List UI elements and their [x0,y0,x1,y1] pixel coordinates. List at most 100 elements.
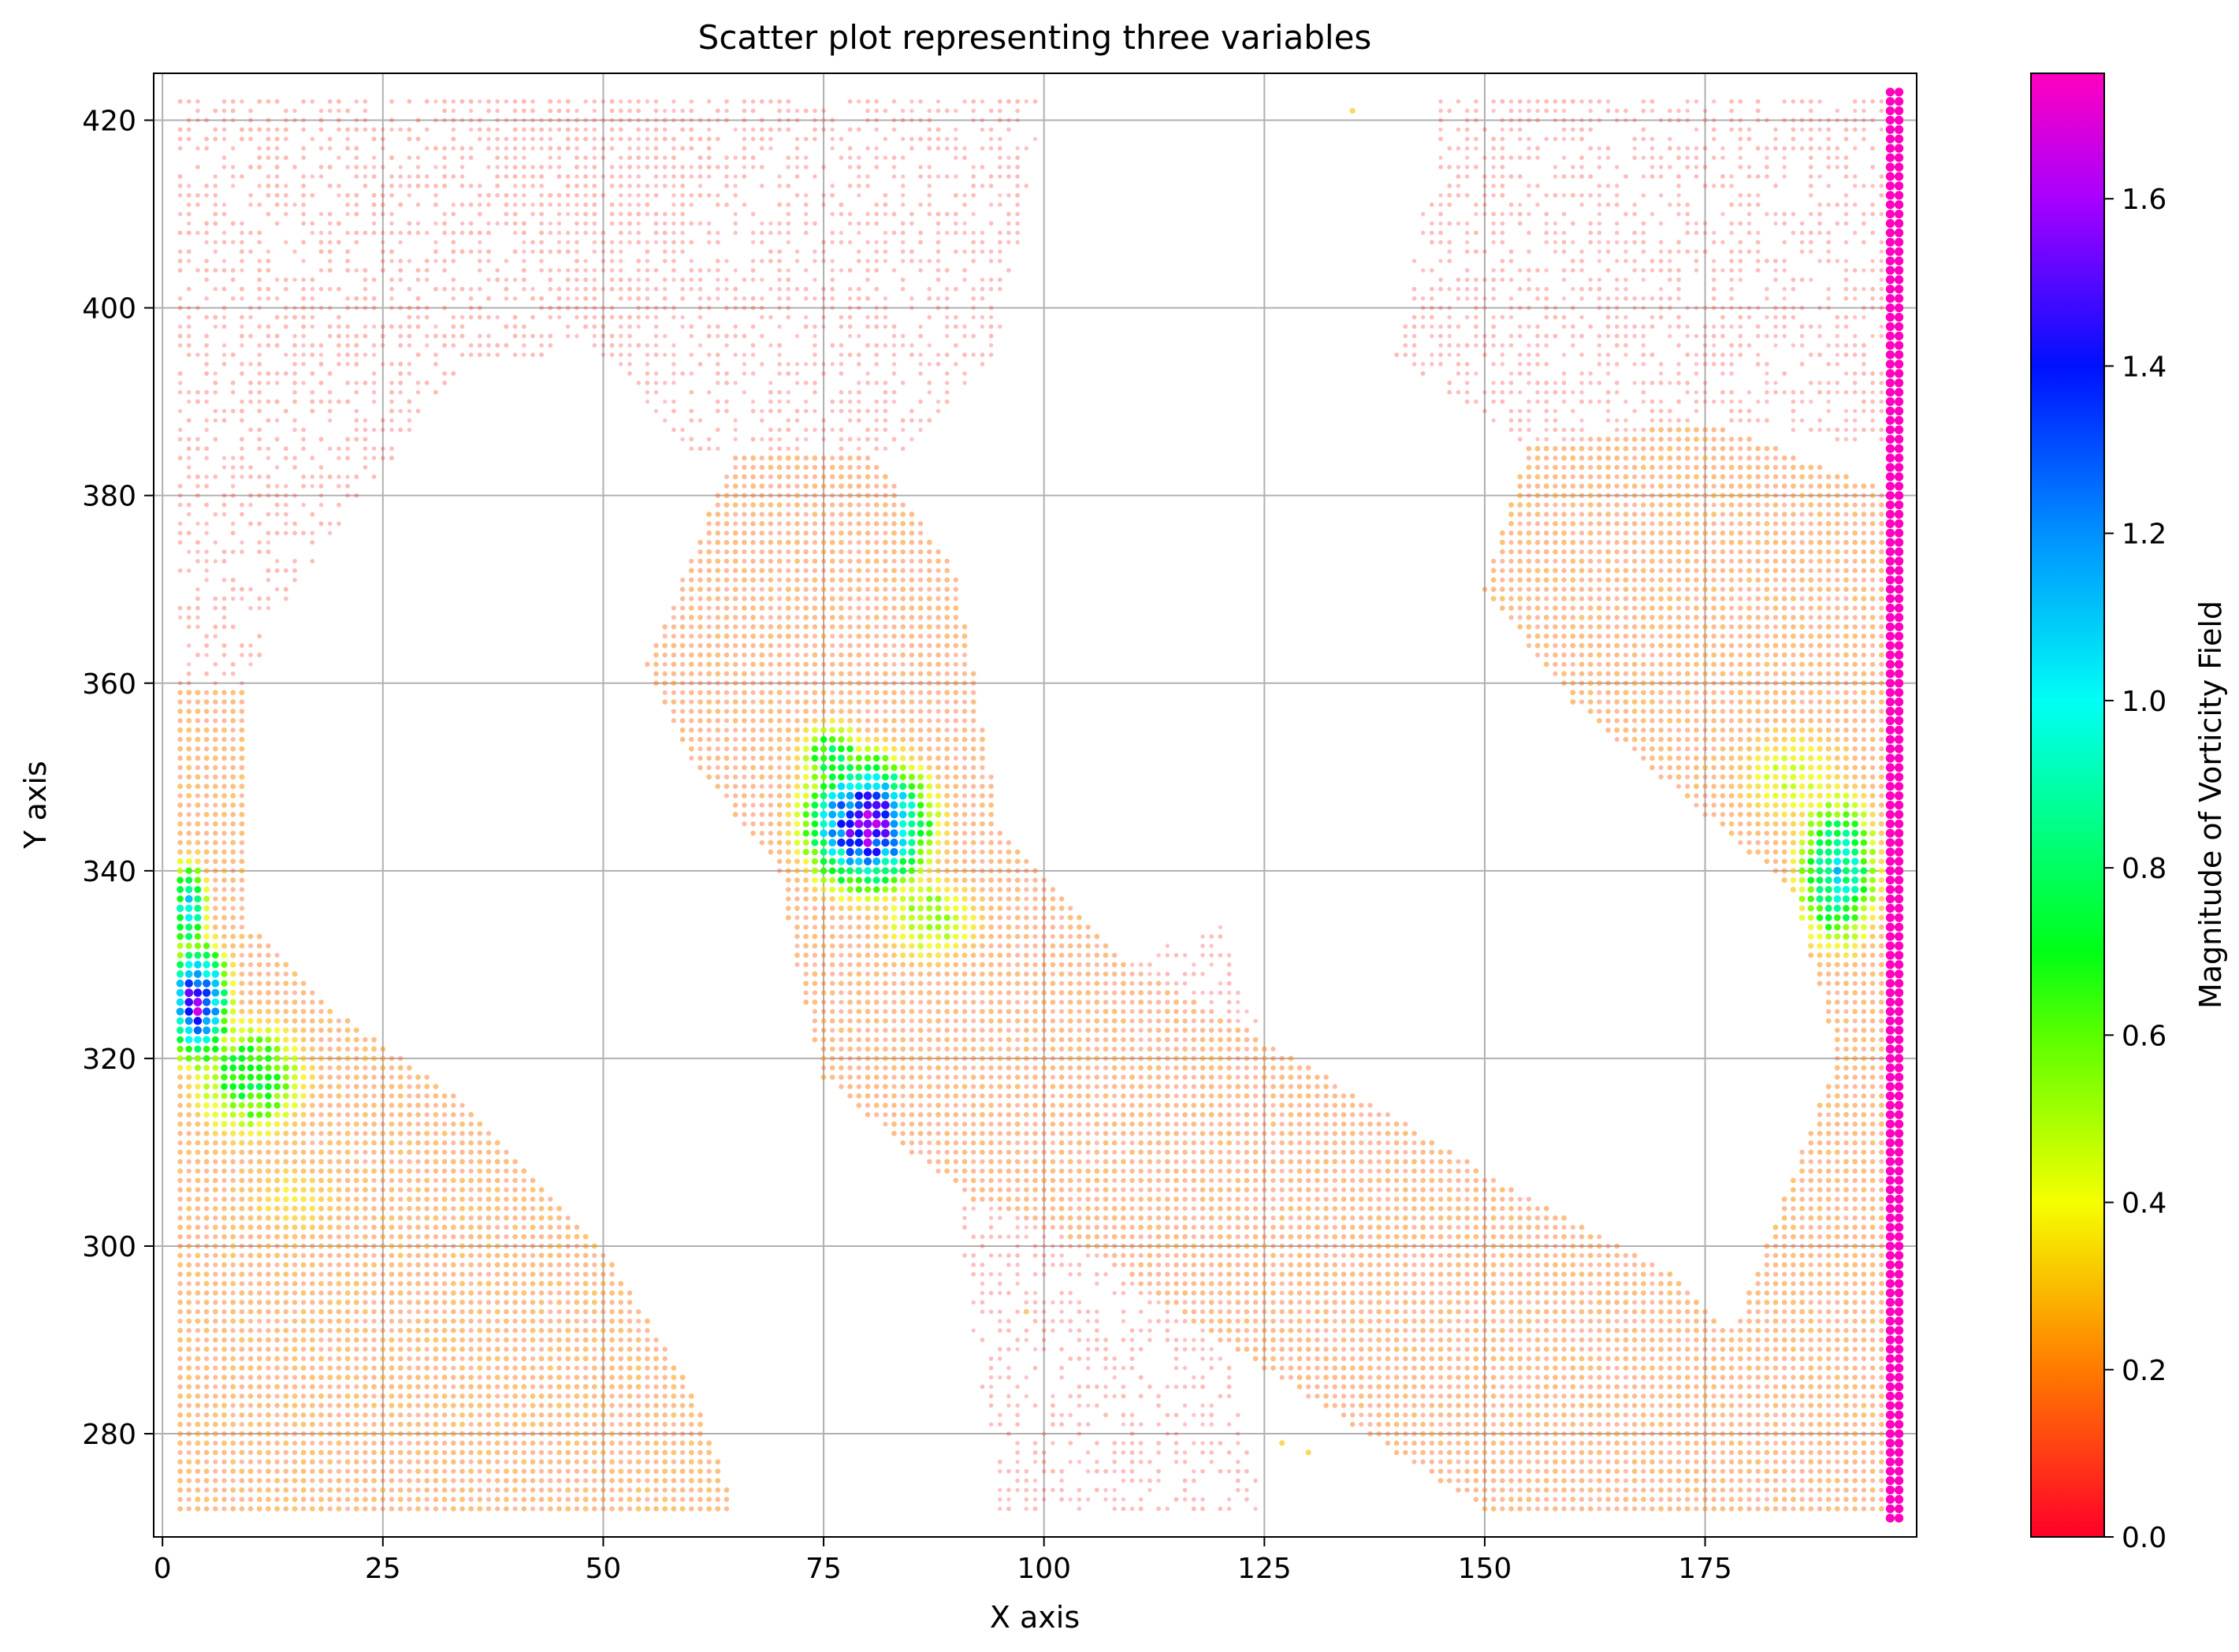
data-point [583,173,589,179]
data-point [1482,1206,1487,1211]
data-point [1553,1328,1558,1334]
data-point [1588,324,1594,329]
data-point [266,399,271,404]
data-point [1685,324,1690,329]
data-point [945,305,950,311]
data-point [1323,1243,1329,1249]
data-point [345,1384,351,1390]
data-point [918,240,923,245]
data-point [786,371,791,376]
data-point [1244,1252,1249,1258]
data-point [1182,1422,1188,1427]
data-point [575,230,579,236]
data-point [1746,230,1752,236]
data-point [1561,464,1567,471]
data-point [768,221,773,226]
data-point [865,408,870,414]
data-point [1782,117,1787,123]
data-point [627,184,632,188]
data-point [354,165,359,169]
data-point [680,680,686,686]
data-point [1843,596,1849,601]
data-point [1473,324,1478,329]
data-point [381,427,385,433]
data-point [1270,1046,1276,1052]
data-point [451,240,456,245]
data-point [1632,1449,1638,1455]
data-point [1456,184,1461,188]
data-point [1694,127,1699,132]
data-point [1024,1225,1028,1230]
data-point [283,456,288,460]
data-point [266,183,271,188]
data-point [1411,1178,1417,1183]
data-point [1253,1065,1259,1070]
data-point [1861,211,1866,217]
data-point [1623,399,1628,404]
data-point [1473,249,1478,255]
data-point [935,305,941,311]
data-point [944,1122,950,1127]
data-point [1015,221,1020,226]
data-point [266,567,271,573]
data-point [1658,259,1664,263]
data-point [195,605,200,611]
data-point [407,399,412,404]
data-point [204,277,209,282]
data-point [689,446,694,451]
data-point [813,362,817,366]
data-point [363,456,368,460]
data-point [706,389,712,395]
data-point [742,277,747,282]
data-point [230,530,236,536]
data-point [1059,1365,1064,1371]
data-point [909,343,914,348]
data-point [988,1422,994,1427]
data-point [759,418,764,423]
data-point [1006,1253,1011,1258]
data-point [1870,268,1875,273]
data-point [777,287,782,292]
data-point [248,493,253,498]
data-point [459,99,465,104]
data-point [1438,202,1443,207]
data-point [521,277,526,282]
data-point [292,249,297,254]
data-point [451,203,456,207]
data-point [935,146,941,151]
data-point [1711,333,1716,339]
data-point [1809,277,1813,282]
data-point [768,493,773,498]
data-point [1843,165,1849,169]
data-point [195,474,200,479]
data-point [839,643,844,649]
data-point [821,117,826,123]
data-point [230,465,236,470]
data-point [1879,333,1884,339]
data-point [697,277,703,282]
data-point [1262,1196,1267,1202]
data-point [1094,1131,1099,1137]
data-point [1129,1206,1135,1211]
data-point [1517,1337,1523,1343]
data-point [530,287,535,292]
data-point [1112,1103,1118,1108]
data-point [1306,1328,1311,1334]
data-point [742,586,747,592]
data-point [883,324,888,329]
data-point [856,259,861,263]
data-point [1870,202,1875,207]
data-point [565,99,571,104]
data-point [856,549,861,555]
data-point [794,146,800,151]
data-point [583,165,588,169]
data-point [486,146,491,151]
data-point [1579,1384,1585,1390]
data-point [257,240,262,245]
data-point [1535,296,1540,301]
data-point [1015,174,1020,179]
data-point [213,1262,218,1267]
data-point [874,418,879,423]
data-point [1024,999,1029,1005]
